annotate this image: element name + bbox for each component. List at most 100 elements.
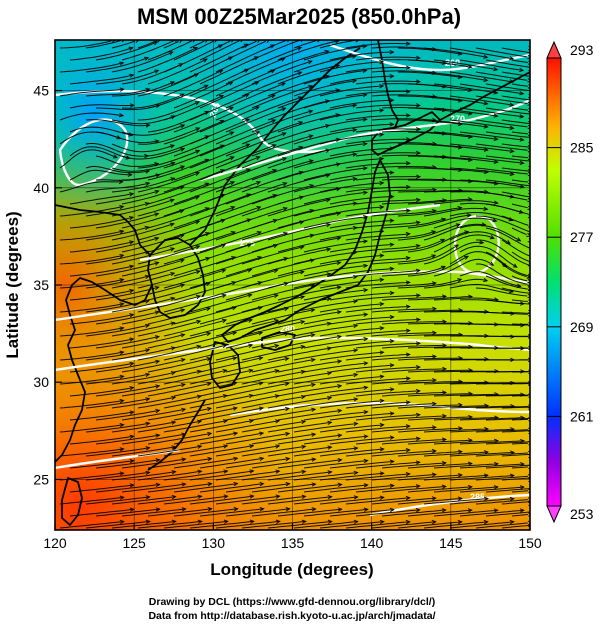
streamline	[475, 475, 528, 481]
streamline	[485, 155, 530, 162]
streamline	[397, 223, 460, 241]
streamline	[398, 71, 462, 78]
streamline	[163, 344, 227, 361]
streamline-arrow	[202, 58, 208, 63]
streamline-arrow	[228, 81, 234, 86]
streamline-arrow	[311, 407, 317, 412]
streamline	[225, 57, 285, 85]
streamline	[449, 95, 514, 106]
streamline	[433, 297, 498, 301]
streamline	[407, 509, 472, 517]
streamline	[293, 398, 358, 409]
streamline-arrow	[526, 232, 530, 237]
streamline-arrow	[119, 495, 125, 500]
streamline	[303, 313, 368, 325]
streamline	[485, 203, 529, 215]
streamline	[121, 93, 184, 109]
streamline	[251, 458, 316, 469]
streamline-arrow	[222, 419, 229, 424]
streamline	[147, 357, 211, 373]
streamline-arrow	[145, 470, 151, 476]
streamline	[189, 43, 248, 73]
streamline	[501, 215, 529, 226]
streamline-arrow	[327, 395, 333, 401]
streamline	[407, 322, 473, 325]
streamline	[345, 330, 410, 337]
streamline	[476, 239, 530, 266]
map-grid	[55, 40, 530, 530]
streamline-arrow	[247, 318, 253, 323]
streamline	[215, 219, 277, 241]
streamline	[173, 40, 214, 61]
streamline	[303, 289, 368, 301]
streamline-arrow	[205, 256, 211, 262]
streamline	[397, 334, 462, 337]
streamline-arrow	[483, 101, 489, 106]
streamline	[85, 57, 149, 73]
streamline-arrow	[206, 331, 212, 337]
streamline-arrow	[389, 290, 395, 296]
streamline	[345, 449, 410, 457]
streamline-arrow	[271, 119, 277, 124]
streamline	[303, 460, 368, 469]
streamline	[501, 239, 530, 257]
streamline-arrow	[484, 309, 490, 314]
streamline-arrow	[389, 49, 395, 55]
streamline	[293, 202, 357, 217]
streamline	[251, 184, 314, 205]
streamline-arrow	[415, 436, 421, 441]
streamline-arrow	[336, 310, 342, 315]
streamline	[423, 47, 488, 58]
streamline-arrow	[204, 110, 210, 115]
streamline	[215, 169, 277, 193]
streamline-arrow	[310, 283, 316, 288]
streamline-arrow	[519, 137, 525, 142]
streamline-arrow	[272, 194, 278, 199]
streamline	[59, 448, 124, 457]
streamline-arrow	[301, 469, 307, 475]
streamline-arrow	[479, 240, 485, 245]
streamline-arrow	[178, 40, 183, 44]
streamline	[241, 420, 306, 433]
streamline	[59, 496, 124, 505]
streamline-arrow	[530, 417, 534, 421]
streamline-arrow	[530, 382, 534, 386]
streamline	[147, 182, 209, 205]
streamline	[423, 474, 488, 481]
streamline-arrow	[181, 407, 187, 412]
streamline	[355, 294, 420, 301]
streamline-arrow	[256, 231, 262, 236]
streamline-arrow	[415, 460, 421, 465]
streamline	[147, 307, 211, 325]
x-axis-ticks: 120 125 130 135 140 145 150	[43, 523, 542, 551]
streamline-arrow	[483, 206, 489, 211]
streamline-arrow	[168, 51, 174, 56]
streamline	[95, 41, 158, 61]
streamline	[433, 234, 494, 253]
streamline-arrow	[284, 406, 291, 412]
streamline-arrow	[324, 49, 330, 55]
coastline-korea	[149, 237, 206, 319]
coastline-honshu	[221, 159, 391, 343]
streamline	[329, 412, 394, 421]
streamline-arrow	[455, 223, 461, 228]
y-axis-title: Latitude (degrees)	[3, 211, 22, 358]
streamline	[501, 143, 530, 148]
streamline-arrow	[353, 372, 359, 378]
streamline-arrow	[196, 369, 202, 374]
streamline	[277, 508, 342, 517]
streamline	[121, 284, 185, 301]
streamline-arrow	[180, 382, 187, 388]
streamline	[371, 308, 436, 313]
streamline-arrow	[509, 102, 515, 107]
streamline	[241, 445, 306, 457]
streamline-arrow	[129, 313, 135, 318]
streamline	[199, 332, 263, 349]
streamline-arrow	[467, 64, 473, 69]
streamline	[251, 234, 314, 253]
streamline-arrow	[179, 258, 185, 263]
streamline-arrow	[440, 238, 446, 243]
streamline	[85, 251, 149, 265]
streamline-arrow	[379, 495, 385, 500]
